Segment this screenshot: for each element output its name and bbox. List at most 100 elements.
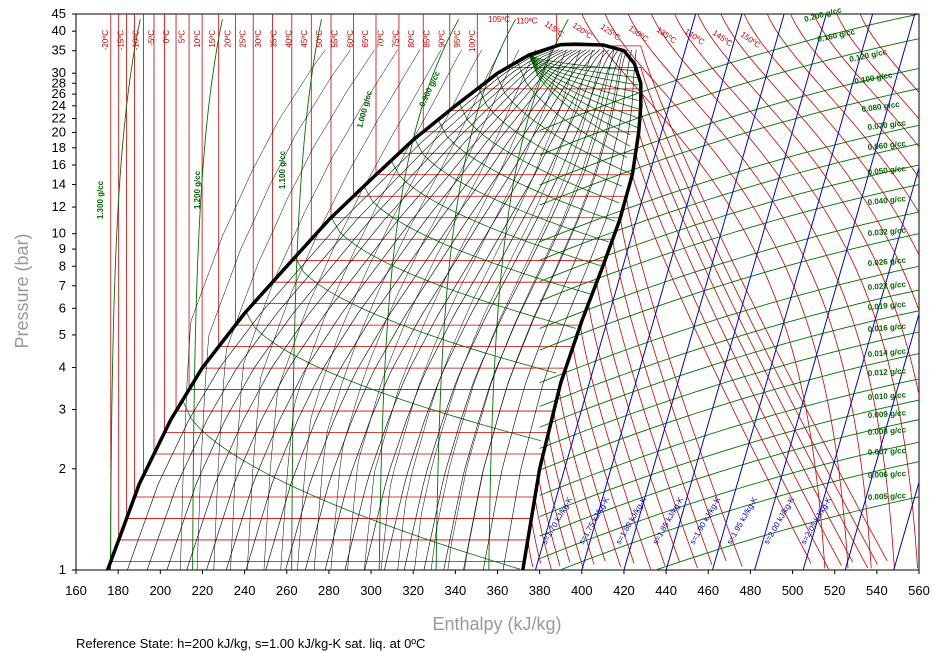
quality-line (330, 49, 520, 570)
y-tick-label: 1 (59, 562, 66, 577)
y-tick-label: 35 (52, 43, 66, 58)
density-line (437, 119, 616, 222)
entropy-line (754, 14, 916, 570)
density-line (478, 87, 623, 187)
density-line (539, 378, 919, 496)
density-line (539, 289, 919, 407)
density-line (539, 419, 919, 537)
isotherm-line (126, 14, 542, 564)
density-line (539, 441, 919, 560)
density-line (182, 399, 520, 570)
quality-line (245, 49, 577, 570)
y-tick-label: 26 (52, 86, 66, 101)
saturation-curve (105, 42, 643, 570)
isotherm-line (164, 14, 584, 569)
quality-line (344, 49, 600, 570)
isotherm-label: 75ºC (392, 30, 401, 48)
quality-line (380, 49, 567, 570)
quality-line (430, 49, 605, 570)
quality-line (213, 49, 375, 570)
density-label: 1.200 g/cc (193, 170, 202, 209)
quality-line (285, 49, 587, 570)
density-label: 0.007 g/cc (868, 446, 907, 457)
density-label: 1.300 g/cc (96, 180, 105, 219)
x-tick-label: 480 (740, 583, 762, 598)
isotherm-label: -20ºC (101, 30, 110, 50)
density-line (539, 124, 919, 243)
isotherm-label: 10ºC (193, 30, 202, 48)
isotherm-label: 50ºC (315, 30, 324, 48)
density-line (528, 54, 639, 101)
isotherm-label: 55ºC (331, 30, 340, 48)
density-line (528, 54, 639, 110)
isotherm-line (743, 14, 919, 256)
quality-line (263, 49, 442, 570)
density-line (539, 184, 919, 302)
plot-area: -20ºC -15ºC -10ºC -5ºC 0ºC 5ºC 10ºC 15ºC 20ºC 25º… (75, 0, 947, 571)
density-label: 0.022 g/cc (867, 280, 906, 292)
isotherm-line (310, 14, 713, 565)
quality-line (180, 49, 326, 570)
quality-line (196, 49, 351, 570)
isotherm-label: 80ºC (407, 30, 416, 48)
isotherm-line (476, 14, 869, 569)
y-tick-label: 7 (59, 278, 66, 293)
isotherm-label: 45ºC (300, 30, 309, 48)
x-tick-label: 320 (402, 583, 424, 598)
entropy-line (940, 0, 947, 570)
isotherm-label: 30ºC (254, 30, 263, 48)
quality-line (464, 49, 624, 570)
quality-line (414, 49, 593, 570)
isotherm-line (507, 14, 878, 565)
density-line (458, 102, 620, 204)
entropy-line (581, 14, 743, 570)
y-tick-label: 12 (52, 199, 66, 214)
density-line (331, 217, 576, 329)
density-label: 0.008 g/cc (868, 425, 907, 437)
x-tick-label: 280 (318, 583, 340, 598)
x-tick-label: 460 (697, 583, 719, 598)
quality-line (225, 49, 573, 570)
quality-line (347, 49, 536, 570)
isotherm-label: 70ºC (376, 30, 385, 48)
entropy-line (844, 312, 919, 570)
isotherm-line (556, 14, 888, 562)
isotherm-label: 95ºC (453, 30, 462, 48)
entropy-lines (534, 0, 947, 570)
isotherm-label: 105ºC (488, 15, 510, 24)
quality-line (305, 49, 591, 570)
density-line (528, 54, 639, 79)
y-tick-label: 8 (59, 258, 66, 273)
y-tick-label: 30 (52, 65, 66, 80)
isotherm-line (790, 14, 919, 179)
y-tick-label: 10 (52, 226, 66, 241)
quality-line (447, 49, 615, 570)
density-label: 0.032 g/cc (867, 226, 906, 238)
density-line (435, 18, 517, 570)
isotherm-label: -15ºC (116, 30, 125, 50)
density-label: 0.012 g/cc (868, 366, 907, 378)
density-label: 0.005 g/cc (868, 491, 907, 502)
isotherm-label: 100ºC (468, 30, 477, 52)
density-label: 0.016 g/cc (867, 322, 906, 334)
y-axis-title: Pressure (bar) (12, 233, 32, 348)
y-tick-label: 40 (52, 23, 66, 38)
quality-line (403, 49, 614, 570)
density-line (528, 54, 639, 119)
x-tick-label: 240 (234, 583, 256, 598)
x-axis-ticks: 160 180 200 220 240 260 280 300 320 340 360 380 400 4… (65, 570, 930, 598)
density-line (517, 61, 628, 158)
density-line (291, 19, 322, 570)
quality-line (265, 49, 582, 570)
quality-line (463, 49, 628, 570)
density-line (109, 19, 141, 570)
quality-line (297, 49, 483, 570)
y-tick-label: 45 (52, 6, 66, 21)
quality-line (364, 49, 552, 570)
saturation-dome (105, 42, 643, 570)
y-tick-label: 22 (52, 111, 66, 126)
quality-line (364, 49, 605, 570)
density-label: 0.050 g/cc (867, 164, 907, 177)
x-tick-label: 260 (276, 583, 298, 598)
